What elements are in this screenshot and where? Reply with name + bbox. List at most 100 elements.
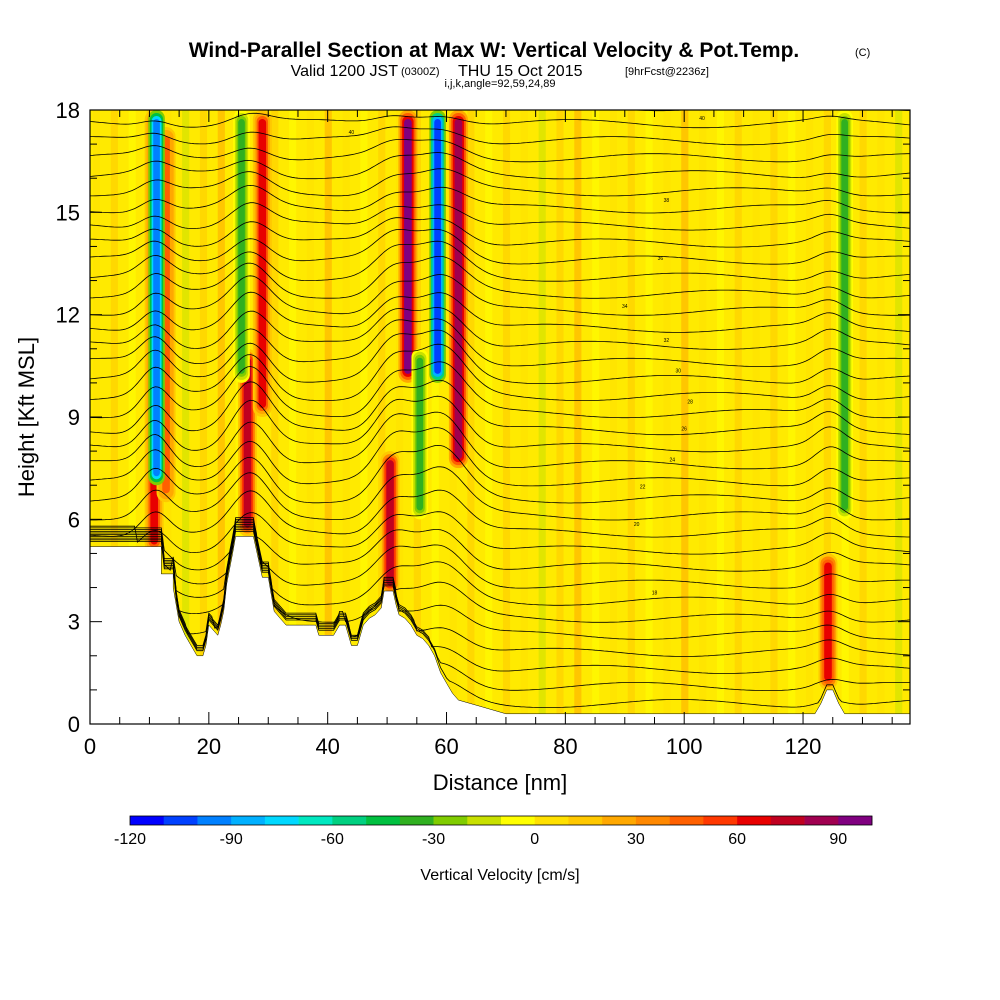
velocity-streak xyxy=(823,110,831,724)
colorbar-swatch xyxy=(433,816,468,825)
theta-contour xyxy=(90,511,910,555)
y-tick-labels: 0 3 6 9 12 15 18 xyxy=(56,98,80,737)
velocity-streak xyxy=(699,110,707,724)
colorbar-swatch xyxy=(737,816,772,825)
colorbar-swatch xyxy=(635,816,670,825)
chart-title: Wind-Parallel Section at Max W: Vertical… xyxy=(189,39,800,62)
colorbar-tick-label: 90 xyxy=(829,831,847,848)
theta-contour xyxy=(90,318,910,367)
theta-contour xyxy=(90,228,910,265)
velocity-streak xyxy=(396,110,404,724)
theta-contour xyxy=(90,444,910,504)
colorbar-swatch xyxy=(197,816,232,825)
colorbar-swatch xyxy=(366,816,401,825)
colorbar-swatch xyxy=(770,816,805,825)
velocity-streak xyxy=(538,110,546,724)
colorbar-swatch xyxy=(534,816,569,825)
velocity-streak xyxy=(859,110,867,724)
velocity-streak xyxy=(342,110,350,724)
velocity-streak xyxy=(806,110,814,724)
velocity-cores xyxy=(144,110,853,690)
theta-contour xyxy=(90,518,910,589)
theta-contour xyxy=(90,395,910,453)
contour-label: 36 xyxy=(658,256,664,262)
velocity-streak xyxy=(378,110,386,724)
velocity-streak xyxy=(485,110,493,724)
downdraft-core xyxy=(434,119,441,374)
colorbar xyxy=(129,815,873,826)
contour-label: 18 xyxy=(652,590,658,596)
velocity-streak xyxy=(360,110,368,724)
theta-contour xyxy=(90,139,910,163)
contour-label: 22 xyxy=(640,485,646,491)
colorbar-swatch xyxy=(231,816,266,825)
theta-contour xyxy=(90,152,910,180)
velocity-streak xyxy=(271,110,279,724)
velocity-streak xyxy=(217,110,225,724)
updraft-core xyxy=(454,119,463,460)
theta-contour xyxy=(90,291,910,333)
x-tick-label: 20 xyxy=(197,734,221,759)
valid-date: THU 15 Oct 2015 xyxy=(458,63,583,80)
contour-label: 38 xyxy=(664,198,670,204)
x-tick-label: 80 xyxy=(553,734,577,759)
theta-contour xyxy=(90,307,910,350)
velocity-streak xyxy=(734,110,742,724)
colorbar-swatch xyxy=(703,816,738,825)
theta-contour xyxy=(90,517,910,572)
colorbar-swatch xyxy=(838,816,873,825)
velocity-streak xyxy=(128,110,136,724)
y-tick-label: 9 xyxy=(68,405,80,430)
colorbar-tick-label: -120 xyxy=(114,831,146,848)
colorbar-swatch xyxy=(467,816,502,825)
velocity-streak xyxy=(467,110,475,724)
theta-contour xyxy=(90,202,910,231)
y-tick-label: 15 xyxy=(56,200,80,225)
colorbar-tick-label: 60 xyxy=(728,831,746,848)
y-tick-label: 3 xyxy=(68,610,80,635)
y-tick-label: 12 xyxy=(56,303,80,328)
colorbar-swatch xyxy=(568,816,603,825)
x-tick-label: 60 xyxy=(434,734,458,759)
x-tick-label: 100 xyxy=(666,734,703,759)
velocity-streak xyxy=(716,110,725,724)
forecast-info: [9hrFcst@2236z] xyxy=(625,66,709,78)
downdraft-core xyxy=(238,119,245,374)
theta-contour xyxy=(90,168,910,197)
theta-contour xyxy=(90,112,910,129)
y-axis-label: Height [Kft MSL] xyxy=(14,337,39,497)
updraft-core xyxy=(243,357,252,528)
y-tick-label: 6 xyxy=(68,507,80,532)
colorbar-swatch xyxy=(804,816,839,825)
velocity-streak xyxy=(681,110,689,724)
velocity-streak xyxy=(788,110,796,724)
valid-time-utc: (0300Z) xyxy=(401,66,440,78)
colorbar-tick-label: -60 xyxy=(321,831,344,848)
theta-contour xyxy=(90,361,910,419)
plot-area: 40 40 38 36 34 32 30 28 26 24 22 20 18 xyxy=(90,110,910,724)
velocity-streak xyxy=(306,110,315,724)
velocity-streak xyxy=(182,110,190,724)
x-tick-label: 120 xyxy=(785,734,822,759)
theta-contour xyxy=(90,217,910,248)
theta-contours: 40 40 38 36 34 32 30 28 26 24 22 20 18 xyxy=(90,110,910,708)
contour-label: 28 xyxy=(687,399,693,405)
theta-contour xyxy=(90,379,910,436)
x-tick-label: 0 xyxy=(84,734,96,759)
downdraft-core xyxy=(416,357,424,511)
velocity-streak xyxy=(289,110,297,724)
updraft-core xyxy=(258,119,267,408)
index-info: i,j,k,angle=92,59,24,89 xyxy=(444,78,555,90)
theta-contour xyxy=(90,489,910,538)
colorbar-swatch xyxy=(332,816,367,825)
colorbar-swatch xyxy=(669,816,704,825)
colorbar-frame xyxy=(129,815,873,826)
contour-label: 40 xyxy=(349,130,355,136)
velocity-streak xyxy=(770,110,778,724)
colorbar-tick-label: -30 xyxy=(422,831,445,848)
contour-label: 20 xyxy=(634,522,640,528)
theta-contour xyxy=(90,520,910,606)
colorbar-tick-label: 30 xyxy=(627,831,645,848)
colorbar-swatch xyxy=(501,816,536,825)
colorbar-swatch xyxy=(298,816,333,825)
